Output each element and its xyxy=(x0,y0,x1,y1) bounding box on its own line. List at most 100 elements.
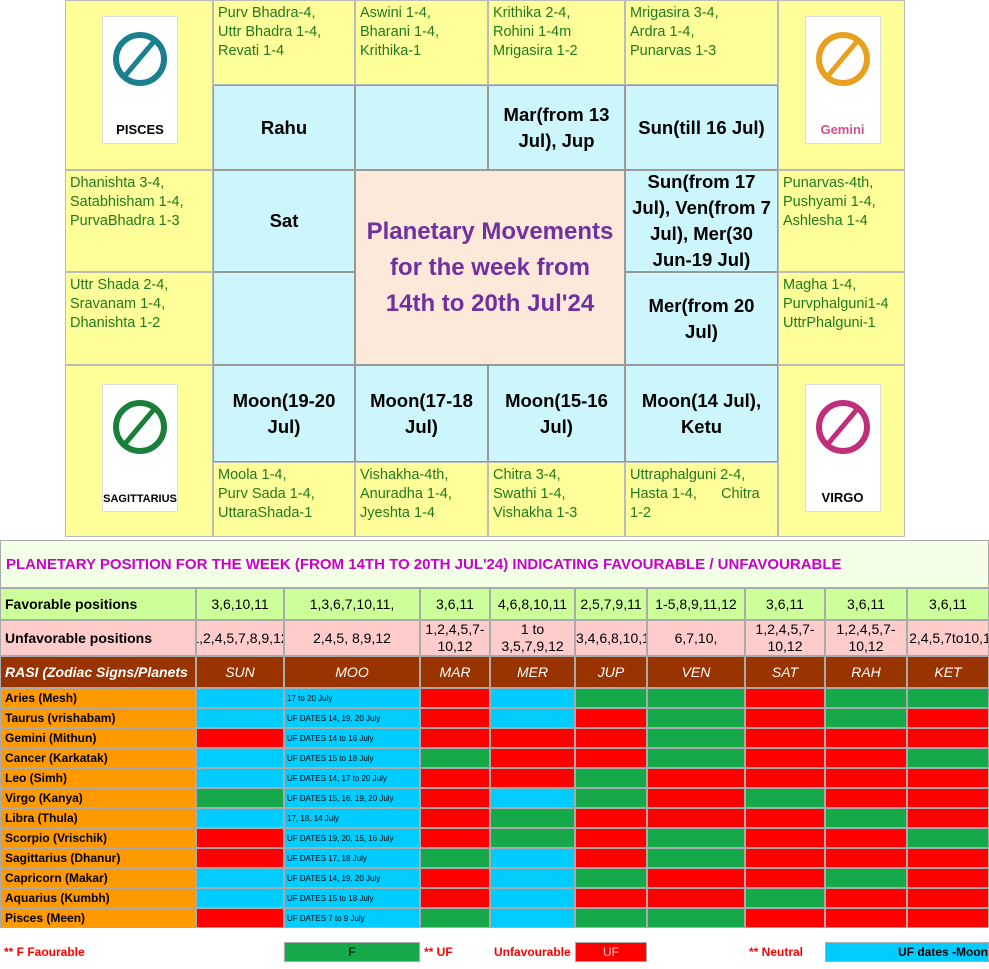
nakshatra-line: Vishakha 1-3 xyxy=(493,505,578,521)
status-cell xyxy=(420,848,490,868)
status-cell xyxy=(647,728,745,748)
rasi-label: Cancer (Karkatak) xyxy=(0,748,196,768)
sign-label: VIRGO xyxy=(821,490,864,505)
status-cell xyxy=(647,868,745,888)
status-cell xyxy=(825,908,907,928)
status-cell xyxy=(575,808,647,828)
nakshatra-line: Rohini 1-4m xyxy=(493,24,572,40)
planet-text: Moon(15-16 Jul) xyxy=(505,389,608,437)
status-cell xyxy=(825,788,907,808)
nakshatra-line: Krithika-1 xyxy=(360,43,422,59)
status-cell xyxy=(490,888,575,908)
table-cell: 1,2,4,5,7-10,12 xyxy=(420,620,490,656)
nakshatra-line: Chitra 3-4, xyxy=(493,467,561,483)
nakshatra-line: UttrPhalguni-1 xyxy=(783,315,876,331)
nakshatra-line: PurvaBhadra 1-3 xyxy=(70,213,180,229)
status-cell xyxy=(647,748,745,768)
status-cell xyxy=(825,728,907,748)
moon-dates: UF DATES 14 to 16 July xyxy=(287,733,374,743)
status-cell xyxy=(825,688,907,708)
moon-dates: UF DATES 15 to 18 July xyxy=(287,893,374,903)
table-cell: 1,2,4,5,7to10,12 xyxy=(907,620,989,656)
sign-cell: PISCES xyxy=(65,0,213,170)
chart-center: Planetary Movements for the week from 14… xyxy=(355,170,625,365)
moon-dates: UF DATES 17, 18 July xyxy=(287,853,367,863)
table-cell: 3,6,11 xyxy=(745,588,825,620)
nakshatra-cell: Purv Bhadra-4, Uttr Bhadra 1-4, Revati 1-4 xyxy=(213,0,355,85)
legend-note: ** F Faourable xyxy=(4,945,85,959)
moon-dates: 17 to 20 July xyxy=(287,693,333,703)
rasi-label: Gemini (Mithun) xyxy=(0,728,196,748)
nakshatra-line: Pushyami 1-4, xyxy=(783,194,876,210)
planet-cell xyxy=(355,85,488,170)
rasi-label: Leo (Simh) xyxy=(0,768,196,788)
planet-text: Moon(14 Jul), Ketu xyxy=(641,389,762,437)
status-cell xyxy=(825,768,907,788)
status-cell xyxy=(745,828,825,848)
sign-cell: VIRGO xyxy=(778,365,905,537)
table-cell: 1 to 3,5,7,9,12 xyxy=(490,620,575,656)
status-cell xyxy=(745,708,825,728)
moon-dates: UF DATES 14, 19, 20 July xyxy=(287,873,381,883)
status-cell: UF DATES 15, 16, 19, 20 July xyxy=(284,788,420,808)
sign-image: PISCES xyxy=(102,16,178,144)
status-cell xyxy=(575,728,647,748)
status-cell xyxy=(825,848,907,868)
planet-text: Sun(from 17 Jul), Ven(from 7 Jul), Mer(3… xyxy=(632,171,771,270)
legend-note: ** Neutral xyxy=(749,945,804,959)
nakshatra-line: UttaraShada-1 xyxy=(218,505,313,521)
sign-image: Gemini xyxy=(804,16,881,144)
sign-label: PISCES xyxy=(116,122,164,137)
status-cell xyxy=(647,908,745,928)
status-cell xyxy=(825,868,907,888)
table-cell: 3,6,10,11 xyxy=(196,588,284,620)
status-cell xyxy=(907,888,989,908)
nakshatra-cell: Uttr Shada 2-4, Sravanam 1-4, Dhanishta 1-… xyxy=(65,272,213,365)
planet-text: Mar(from 13 Jul), Jup xyxy=(503,103,610,151)
sign-label: SAGITTARIUS xyxy=(103,493,177,505)
nakshatra-line: Revati 1-4 xyxy=(218,43,285,59)
sign-icon xyxy=(113,400,167,454)
planet-cell: Moon(17-18 Jul) xyxy=(355,365,488,462)
table-cell: 3,6,11 xyxy=(420,588,490,620)
status-cell xyxy=(575,688,647,708)
status-cell xyxy=(907,768,989,788)
status-cell: UF DATES 14, 17 to 20 July xyxy=(284,768,420,788)
nakshatra-line: Moola 1-4, xyxy=(218,467,287,483)
table-cell: MOO xyxy=(284,656,420,688)
status-cell xyxy=(575,768,647,788)
nakshatra-line: Satabhisham 1-4, xyxy=(70,194,184,210)
nakshatra-line: Dhanishta 3-4, xyxy=(70,175,165,191)
table-cell: 1-5,8,9,11,12 xyxy=(647,588,745,620)
nakshatra-line: Purv Bhadra-4, xyxy=(218,5,316,21)
rasi-label: Aquarius (Kumbh) xyxy=(0,888,196,908)
rasi-label: Libra (Thula) xyxy=(0,808,196,828)
status-cell xyxy=(420,828,490,848)
nakshatra-line: Ardra 1-4, xyxy=(630,24,695,40)
status-cell: UF DATES 14 to 16 July xyxy=(284,728,420,748)
status-cell xyxy=(490,808,575,828)
rasi-label: Pisces (Meen) xyxy=(0,908,196,928)
status-cell xyxy=(647,688,745,708)
status-cell: 17, 18, 14 July xyxy=(284,808,420,828)
status-cell xyxy=(907,808,989,828)
table-cell: 1,2,4,5,7-10,12 xyxy=(825,620,907,656)
table-cell: 3,6,11 xyxy=(907,588,989,620)
rasi-label: Taurus (vrishabam) xyxy=(0,708,196,728)
status-cell xyxy=(647,708,745,728)
status-cell xyxy=(825,708,907,728)
moon-dates: UF DATES 7 to 9 July xyxy=(287,913,365,923)
status-cell xyxy=(907,848,989,868)
status-cell xyxy=(420,888,490,908)
status-cell xyxy=(196,868,284,888)
status-cell: UF DATES 15 to 18 July xyxy=(284,748,420,768)
status-cell xyxy=(745,888,825,908)
status-cell xyxy=(490,868,575,888)
status-cell xyxy=(490,908,575,928)
status-cell xyxy=(490,708,575,728)
status-cell xyxy=(647,808,745,828)
status-cell: UF DATES 19, 20, 15, 16 July xyxy=(284,828,420,848)
status-cell: UF DATES 14, 19, 20 July xyxy=(284,868,420,888)
status-cell xyxy=(907,868,989,888)
nakshatra-line: Vishakha-4th, xyxy=(360,467,449,483)
